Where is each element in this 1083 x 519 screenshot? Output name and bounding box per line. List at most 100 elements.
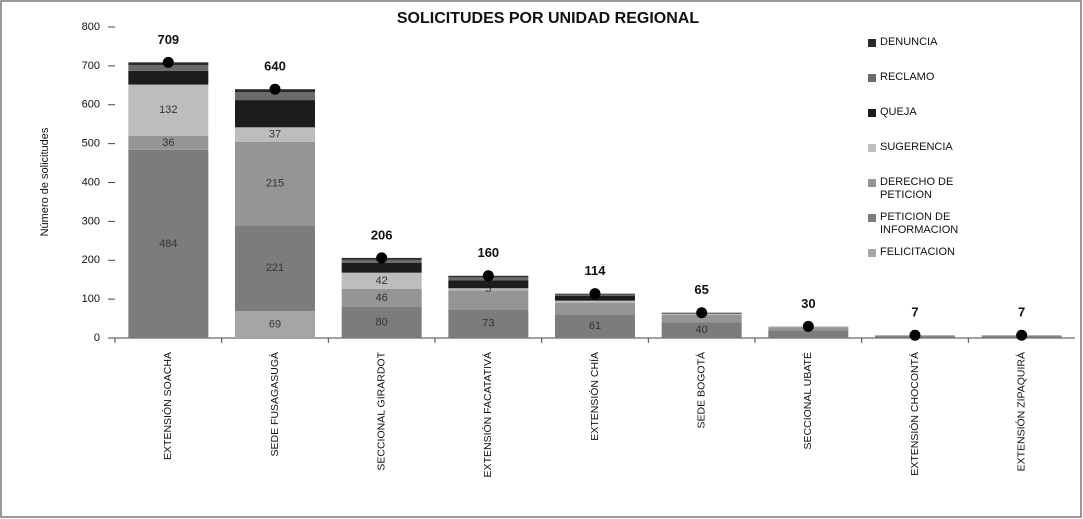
- segment-label: 484: [159, 238, 177, 250]
- x-tick-label: SEDE BOGOTÁ: [694, 352, 707, 428]
- legend-item: SUGERENCIA: [868, 141, 1038, 176]
- total-label: 30: [801, 296, 815, 311]
- total-label: 709: [157, 32, 179, 47]
- total-marker: [589, 288, 601, 300]
- total-marker: [269, 83, 281, 95]
- x-tick-label: EXTENSIÓN SOACHA: [161, 352, 174, 460]
- total-label: 114: [585, 263, 607, 278]
- x-tick-label: EXTENSIÓN ZIPAQUIRÁ: [1014, 352, 1027, 471]
- bar-segment: [235, 92, 315, 101]
- bar-segment: [661, 322, 742, 338]
- y-tick-label: 600: [82, 99, 100, 111]
- y-tick-label: 400: [82, 176, 100, 188]
- bar-segment: [341, 272, 422, 290]
- bar-segment: [448, 309, 529, 338]
- segment-label: 37: [269, 128, 281, 140]
- legend-label: QUEJA: [880, 106, 917, 118]
- segment-label: 36: [162, 137, 174, 149]
- y-tick-label: 700: [82, 60, 100, 72]
- bar-segment: [341, 306, 422, 338]
- legend: DENUNCIA RECLAMO QUEJA SUGERENCIA DERECHO DE…: [868, 36, 1038, 281]
- x-tick-label: SECCIONAL UBATÉ: [801, 352, 814, 449]
- chart-title: SOLICITUDES POR UNIDAD REGIONAL: [397, 10, 699, 27]
- segment-label: 132: [159, 104, 177, 116]
- y-axis-title: Número de solicitudes: [39, 127, 51, 236]
- total-marker: [482, 270, 494, 282]
- legend-swatch: [868, 74, 876, 82]
- segment-label: 215: [266, 177, 284, 189]
- bar-segment: [661, 314, 742, 323]
- bar-segment: [235, 100, 315, 128]
- total-marker: [909, 329, 921, 341]
- segment-label: 80: [376, 316, 388, 328]
- x-tick-label: SEDE FUSAGASUGÁ: [268, 352, 281, 456]
- legend-swatch: [868, 214, 876, 222]
- legend-swatch: [868, 179, 876, 187]
- bar-segment: [235, 311, 315, 338]
- y-tick-label: 0: [94, 332, 100, 344]
- total-label: 7: [911, 305, 918, 320]
- y-tick-label: 800: [82, 21, 100, 33]
- x-tick-label: EXTENSIÓN CHOCONTÁ: [908, 352, 921, 476]
- y-tick-label: 200: [82, 254, 100, 266]
- bar-segment: [555, 302, 635, 315]
- total-marker: [802, 320, 814, 332]
- legend-label: DERECHO DE PETICION: [880, 176, 954, 201]
- bar-segment: [128, 65, 209, 71]
- bar-segment: [341, 262, 422, 273]
- bar-segment: [555, 314, 635, 338]
- x-tick-label: SECCIONAL GIRARDOT: [375, 351, 387, 470]
- legend-label: FELICITACION: [880, 246, 955, 258]
- legend-label: RECLAMO: [880, 71, 935, 83]
- bar-segment: [448, 290, 529, 310]
- legend-item: QUEJA: [868, 106, 1038, 141]
- bar-segment: [235, 141, 315, 226]
- bar-segment: [448, 288, 529, 291]
- legend-item: DERECHO DE PETICION: [868, 176, 1038, 211]
- legend-swatch: [868, 249, 876, 257]
- legend-item: RECLAMO: [868, 71, 1038, 106]
- total-marker: [696, 307, 708, 319]
- legend-item: DENUNCIA: [868, 36, 1038, 71]
- total-marker: [1016, 329, 1028, 341]
- legend-item: PETICION DE INFORMACION: [868, 211, 1038, 246]
- segment-label: 42: [376, 275, 388, 287]
- y-tick-label: 100: [82, 293, 100, 305]
- x-tick-label: EXTENSIÓN FACATATIVÁ: [481, 352, 494, 477]
- segment-label: 61: [589, 320, 601, 332]
- bar-segment: [341, 289, 422, 307]
- bar-segment: [128, 135, 209, 150]
- bar-segment: [128, 70, 209, 85]
- total-label: 65: [694, 282, 708, 297]
- bar-segment: [235, 225, 315, 312]
- legend-swatch: [868, 109, 876, 117]
- y-tick-label: 300: [82, 215, 100, 227]
- total-label: 206: [371, 227, 393, 242]
- total-marker: [376, 252, 388, 264]
- bar-segment: [555, 300, 635, 303]
- bar-segment: [128, 149, 209, 338]
- segment-label: 46: [376, 292, 388, 304]
- legend-swatch: [868, 39, 876, 47]
- legend-label: DENUNCIA: [880, 36, 938, 48]
- bar-segment: [235, 127, 315, 142]
- y-tick-label: 500: [82, 138, 100, 150]
- total-marker: [162, 56, 174, 68]
- bar-segment: [768, 330, 849, 338]
- total-label: 160: [477, 245, 499, 260]
- legend-label: PETICION DE INFORMACION: [880, 211, 959, 236]
- bar-segment: [128, 84, 209, 136]
- segment-label: 5: [485, 283, 491, 295]
- x-tick-label: EXTENSIÓN CHÍA: [588, 352, 601, 441]
- segment-label: 73: [482, 318, 494, 330]
- legend-item: FELICITACION: [868, 246, 1038, 281]
- segment-label: 40: [696, 324, 708, 336]
- legend-label: SUGERENCIA: [880, 141, 953, 153]
- total-label: 640: [264, 59, 286, 74]
- segment-label: 221: [266, 262, 284, 274]
- bar-segment: [448, 280, 529, 289]
- segment-label: 69: [269, 318, 281, 330]
